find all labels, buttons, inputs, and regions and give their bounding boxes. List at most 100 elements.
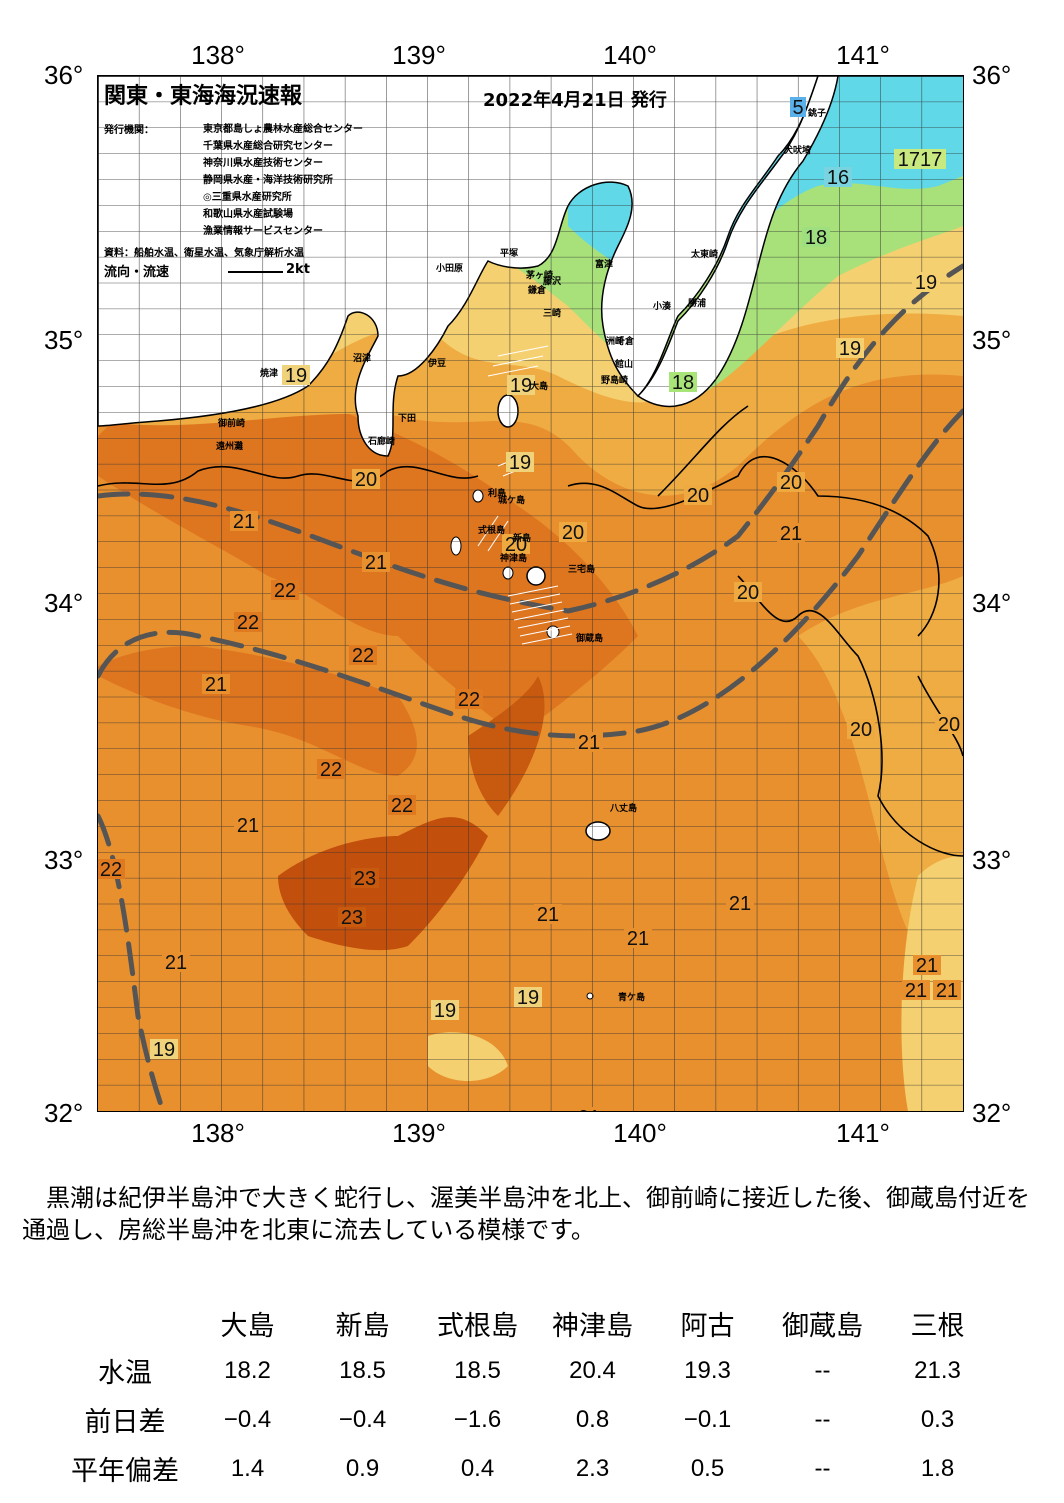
lon-label-bottom-139: 139° [392, 1118, 446, 1148]
flow-legend-unit: 2kt [286, 262, 310, 277]
island-miyakejima [526, 566, 546, 586]
issuer-label: 発行機関： [104, 125, 154, 136]
isotherm-label-bg [912, 272, 940, 292]
isotherm-label-bg [388, 795, 416, 815]
issuer-item: 神奈川県水産技術センター [203, 158, 323, 169]
isotherm-label: 1717 [898, 149, 943, 171]
isotherm-label: 22 [458, 689, 480, 711]
lon-label-top-141: 141° [836, 40, 890, 70]
isotherm-label-bg [933, 980, 961, 1000]
isotherm-label: 21 [780, 523, 802, 545]
kuroshio-axis [98, 263, 963, 1111]
table-row: 前日差 −0.4 −0.4 −1.6 0.8 −0.1 -- 0.3 [60, 1395, 995, 1444]
lat-label-right-33: 33° [972, 845, 1012, 875]
isotherm-label-bg [338, 907, 366, 927]
isotherm-label-bg [894, 149, 946, 169]
table-cell: 1.8 [920, 1454, 955, 1482]
table-cell: 0.5 [690, 1454, 725, 1482]
isotherm-labels: 5 1717 16 18 19 19 18 19 19 19 20 20 20 21 20 21 20 21 20 2… [98, 97, 963, 1111]
isotherm-label-bg [575, 732, 603, 752]
row-label: 平年偏差 [71, 1456, 179, 1487]
sea-23-zone-2 [468, 676, 545, 816]
table-cell: −0.4 [338, 1405, 387, 1433]
lat-label-right-36: 36° [972, 60, 1012, 90]
lon-label-top-140: 140° [603, 40, 657, 70]
isotherm-label: 22 [100, 859, 122, 881]
flow-legend-arrow [228, 271, 283, 273]
place-label: 勝浦 [688, 299, 707, 309]
sea-temperature-map: 5 1717 16 18 19 19 18 19 19 19 20 20 20 21 20 21 20 21 20 2… [97, 75, 964, 1112]
island-kozushima [502, 566, 514, 580]
isotherm-label: 19 [839, 338, 861, 360]
isotherm-label-bg [455, 689, 483, 709]
issuer-item: 東京都島しょ農林水産総合センター [203, 124, 363, 135]
place-label: 千倉 [616, 337, 635, 347]
lon-label-bottom-141: 141° [836, 1118, 890, 1148]
isotherm-label: 22 [274, 580, 296, 602]
isotherm-label-bg [624, 928, 652, 948]
sea-19-zone-south [901, 856, 963, 1111]
isotherm-label-bg [202, 674, 230, 694]
isotherm-label-bg [351, 868, 379, 888]
isotherm-label-bg [431, 1000, 459, 1020]
lat-label-left-32: 32° [44, 1098, 84, 1128]
isotherm-label-bg [507, 375, 535, 395]
island-mikurajima [546, 625, 560, 639]
place-label: 鎌倉 [528, 286, 547, 296]
island-niijima [450, 536, 462, 556]
isotherm-label-bg [802, 227, 830, 247]
isotherm-label-bg [271, 580, 299, 600]
lon-label-bottom-138: 138° [191, 1118, 245, 1148]
place-label: 平塚 [500, 249, 519, 259]
lat-label-left-36: 36° [44, 60, 84, 90]
issuer-item: 静岡県水産・海洋技術研究所 [203, 175, 333, 186]
table-cell: 0.4 [460, 1454, 495, 1482]
isotherm-label: 20 [562, 522, 584, 544]
place-label: 太東崎 [691, 250, 719, 260]
isotherm-label: 19 [509, 452, 531, 474]
isotherm-label: 19 [434, 1000, 456, 1022]
isotherm-label: 19 [517, 987, 539, 1009]
isotherm-label: 21 [537, 904, 559, 926]
island-toshima [472, 489, 484, 503]
isotherm-label-bg [913, 955, 941, 975]
place-label: 三崎 [543, 309, 562, 319]
map-date: 2022年4月21日 発行 [483, 90, 667, 111]
isotherm-label-bg [150, 1039, 178, 1059]
island-hachijojima [585, 821, 611, 841]
flow-vectors [477, 345, 573, 645]
place-label: 小湊 [653, 302, 672, 312]
place-label: 犬吠埼 [784, 146, 812, 156]
isotherm-label-bg [847, 719, 875, 739]
column-header: 大島 [220, 1310, 275, 1342]
isotherm-label-bg [98, 859, 125, 879]
place-label: 大島 [530, 382, 549, 392]
isotherm-label: 21 [578, 1107, 600, 1111]
isotherm-label: 19 [285, 365, 307, 387]
place-label: 野島崎 [601, 376, 629, 386]
place-label: 洲崎 [606, 337, 625, 347]
isotherm-label: 21 [365, 552, 387, 574]
column-header: 阿古 [680, 1310, 735, 1342]
table-row: 水温 18.2 18.5 18.5 20.4 19.3 -- 21.3 [60, 1346, 995, 1395]
issuer-item: 千葉県水産総合研究センター [203, 141, 333, 152]
table-cell: −1.6 [453, 1405, 502, 1433]
lat-label-left-35: 35° [44, 325, 84, 355]
isotherm-label: 22 [237, 612, 259, 634]
isotherm-label-bg [502, 534, 530, 554]
isotherm-label: 22 [320, 759, 342, 781]
isotherm-label: 20 [780, 472, 802, 494]
isotherm-label-bg [836, 338, 864, 358]
isotherm-label: 20 [505, 534, 527, 556]
isotherm-label: 23 [341, 907, 363, 929]
isotherm-label-bg [777, 472, 805, 492]
place-label: 石廊崎 [368, 437, 396, 447]
isotherm-label: 21 [916, 955, 938, 977]
isotherm-label-bg [790, 97, 806, 117]
place-label: 八丈島 [610, 804, 638, 814]
place-label: 城ケ島 [498, 496, 526, 506]
row-label: 前日差 [84, 1407, 166, 1438]
lon-label-top-138: 138° [191, 40, 245, 70]
land-boso [636, 76, 839, 408]
table-cell: 21.3 [914, 1356, 961, 1384]
